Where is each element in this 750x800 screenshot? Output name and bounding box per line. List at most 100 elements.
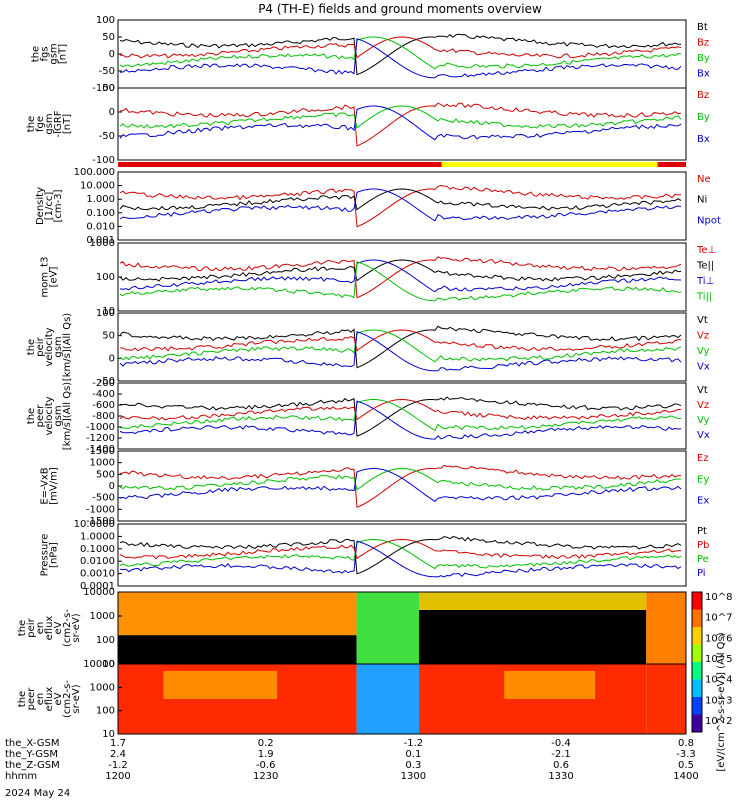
legend-Vt: Vt [697, 385, 708, 396]
y-tick-label: 10 [102, 306, 115, 317]
legend-Vt: Vt [697, 315, 708, 326]
y-axis-label: thepeirenefluxeV(cm2-s-sr-eV) [17, 609, 82, 647]
y-tick-label: -500 [92, 493, 115, 504]
y-tick-label: 0.0010 [80, 569, 115, 580]
ephemeris-row-label: the_X-GSM [5, 738, 59, 749]
legend-Bz: Bz [697, 38, 709, 49]
series-line-Npot [119, 188, 682, 222]
colorbar: 10^8 10^7 10^6 10^5 10^4 10^3 10^2[eV/(cm^2-s-… [691, 591, 732, 772]
series-line-Ex [119, 468, 682, 502]
ephemeris-value: 0.1 [405, 749, 421, 760]
y-tick-label: -50 [99, 66, 115, 77]
y-tick-label: 50 [102, 32, 115, 43]
y-tick-label: 100 [96, 635, 115, 646]
legend-Ne: Ne [697, 174, 711, 185]
panel-frame [117, 87, 687, 161]
date-label: 2024 May 24 [5, 788, 70, 799]
ephemeris-value: 1.7 [110, 738, 126, 749]
y-tick-label: -1200 [86, 433, 115, 444]
colorbar-tick-label: 10^5 [705, 654, 732, 665]
y-tick-label: -800 [92, 411, 115, 422]
y-tick-label: 10000 [83, 659, 115, 670]
series-line-By [119, 105, 682, 129]
y-tick-label: 0 [109, 353, 115, 364]
series-line-By [119, 36, 682, 70]
series-line-Bx [119, 38, 682, 79]
mode-bar-slow [657, 162, 686, 167]
y-axis-label: thepeirvelocitygsm[km/s](All Qs) [26, 313, 73, 381]
y-tick-label: 100 [96, 706, 115, 717]
panel-frame [117, 19, 687, 89]
legend-Te⊥: Te⊥ [696, 245, 716, 256]
y-tick-label: 10 [102, 659, 115, 670]
ephemeris-value: 0.3 [405, 760, 421, 771]
series-line-Vz [119, 329, 682, 352]
y-tick-label: -200 [92, 378, 115, 389]
series-line-Vx [119, 400, 682, 440]
y-tick-label: 10000 [83, 587, 115, 598]
ephemeris-row-label: hhmm [5, 771, 37, 782]
legend-Vy: Vy [697, 415, 710, 426]
ephemeris-value: 1400 [673, 771, 698, 782]
panel-peir_en_eflux: 10000 1000 100 10 thepeirenefluxeV(cm2-s-sr-… [17, 587, 687, 670]
series-line-Te⊥ [119, 256, 682, 299]
y-axis-label: thefgegsm-IGRF[nT] [26, 110, 73, 137]
series-line-Pi [119, 540, 682, 578]
y-tick-label: 10 [102, 729, 115, 740]
series-line-Bz [119, 36, 682, 59]
y-tick-label: 100.000 [74, 167, 115, 178]
y-tick-label: 0.010 [86, 221, 115, 232]
ephemeris-value: 1200 [105, 771, 130, 782]
legend-Ti||: Ti|| [696, 292, 712, 303]
colorbar-frame [691, 591, 703, 733]
y-tick-label: -1500 [86, 516, 115, 527]
y-tick-label: -600 [92, 400, 115, 411]
colorbar-band [692, 662, 702, 680]
legend-Ez: Ez [697, 453, 709, 464]
y-tick-label: 500 [96, 469, 115, 480]
ephemeris-value: 1330 [548, 771, 573, 782]
ephemeris-value: 0.8 [678, 738, 694, 749]
colorbar-band [692, 679, 702, 698]
heatmap-block [356, 592, 420, 664]
panel-frame [117, 663, 687, 735]
y-tick-label: -100 [92, 155, 115, 166]
panel-fge: 50 0 -50 -100 thefgegsm-IGRF[nT] Bz By Bx [26, 83, 710, 166]
y-axis-label: Pressure[nPa] [40, 534, 60, 577]
heatmap-block [419, 610, 647, 664]
colorbar-tick-label: 10^3 [705, 695, 732, 706]
legend-Bt: Bt [697, 22, 708, 33]
y-tick-label: 0.100 [86, 208, 115, 219]
legend-Bx: Bx [697, 69, 710, 80]
series-line-Vx [119, 331, 682, 372]
colorbar-band [692, 609, 702, 628]
y-tick-label: -1000 [86, 504, 115, 515]
legend-Pt: Pt [697, 526, 707, 537]
y-tick-label: 100 [96, 15, 115, 26]
series-line-Pe [119, 539, 682, 570]
panels: 100500-50-100thefgsgsm[nT]BtBzByBx500-50… [17, 15, 721, 740]
colorbar-band [692, 644, 702, 663]
y-axis-label: thepeervelocitygsm[km/s](All Qs) [26, 382, 73, 450]
legend-By: By [697, 112, 710, 123]
colorbar-tick-label: 10^8 [705, 592, 732, 603]
y-tick-label: 0.0001 [80, 581, 115, 592]
series-line-Bx [119, 105, 682, 141]
y-tick-label: -100 [92, 83, 115, 94]
series-line-Ti⊥ [119, 259, 682, 293]
legend-Vz: Vz [697, 400, 709, 411]
ephemeris-value: -1.2 [108, 760, 128, 771]
y-tick-label: 50 [102, 331, 115, 342]
y-tick-label: -50 [99, 376, 115, 387]
ephemeris-value: 0.6 [553, 760, 569, 771]
y-tick-label: 0 [109, 481, 115, 492]
y-tick-label: 1000 [90, 682, 115, 693]
legend-Ey: Ey [697, 474, 709, 485]
series-line-Te|| [119, 259, 682, 282]
series-line-Ey [119, 467, 681, 491]
legend-Ni: Ni [697, 195, 707, 206]
heatmap-block [646, 592, 686, 664]
panel-frame [117, 171, 687, 241]
